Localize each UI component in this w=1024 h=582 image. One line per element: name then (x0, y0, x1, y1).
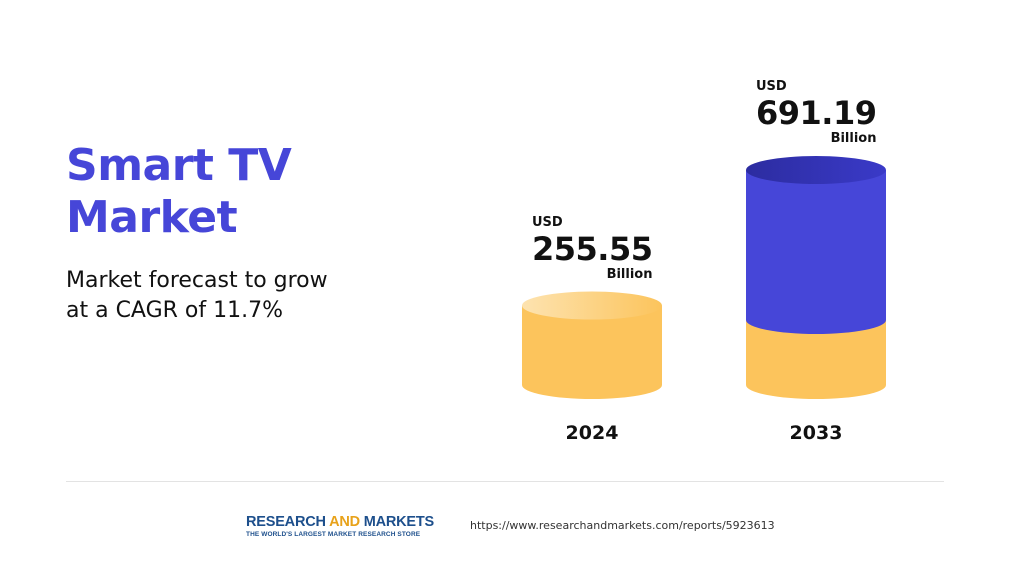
logo-text-and: AND (329, 514, 360, 530)
currency-label-2024: USD (532, 214, 563, 230)
year-label-2024: 2024 (565, 422, 619, 444)
logo-text-markets: MARKETS (359, 514, 435, 530)
bar-2033-upper (746, 170, 886, 334)
subtitle: Market forecast to grow at a CAGR of 11.… (66, 266, 406, 326)
value-label-2033: USD 691.19 Billion (756, 79, 877, 147)
value-label-2024: USD 255.55 Billion (532, 214, 653, 283)
bar-2033-top (746, 156, 886, 184)
year-label-2033: 2033 (789, 422, 843, 444)
logo-text-research: RESEARCH (246, 514, 330, 530)
subtitle-line-2: at a CAGR of 11.7% (66, 298, 284, 323)
value-number-2024: 255.55 (532, 229, 653, 268)
report-url[interactable]: https://www.researchandmarkets.com/repor… (470, 519, 775, 532)
bar-2033-base (746, 320, 886, 399)
logo-tagline: THE WORLD'S LARGEST MARKET RESEARCH STOR… (246, 531, 421, 538)
currency-label-2033: USD (756, 79, 787, 94)
company-logo[interactable]: RESEARCH AND MARKETS THE WORLD'S LARGEST… (246, 514, 434, 540)
bar-2024-base (522, 305, 662, 399)
bars-group (522, 156, 886, 399)
subtitle-line-1: Market forecast to grow (66, 268, 328, 293)
value-number-2033: 691.19 (756, 94, 877, 132)
unit-label-2033: Billion (830, 131, 877, 146)
page-title: Smart TV Market (66, 140, 466, 244)
unit-label-2024: Billion (606, 266, 653, 282)
bar-2024-top (522, 291, 662, 320)
title-line-2: Market (66, 192, 238, 243)
divider (66, 481, 944, 482)
title-line-1: Smart TV (66, 140, 292, 191)
